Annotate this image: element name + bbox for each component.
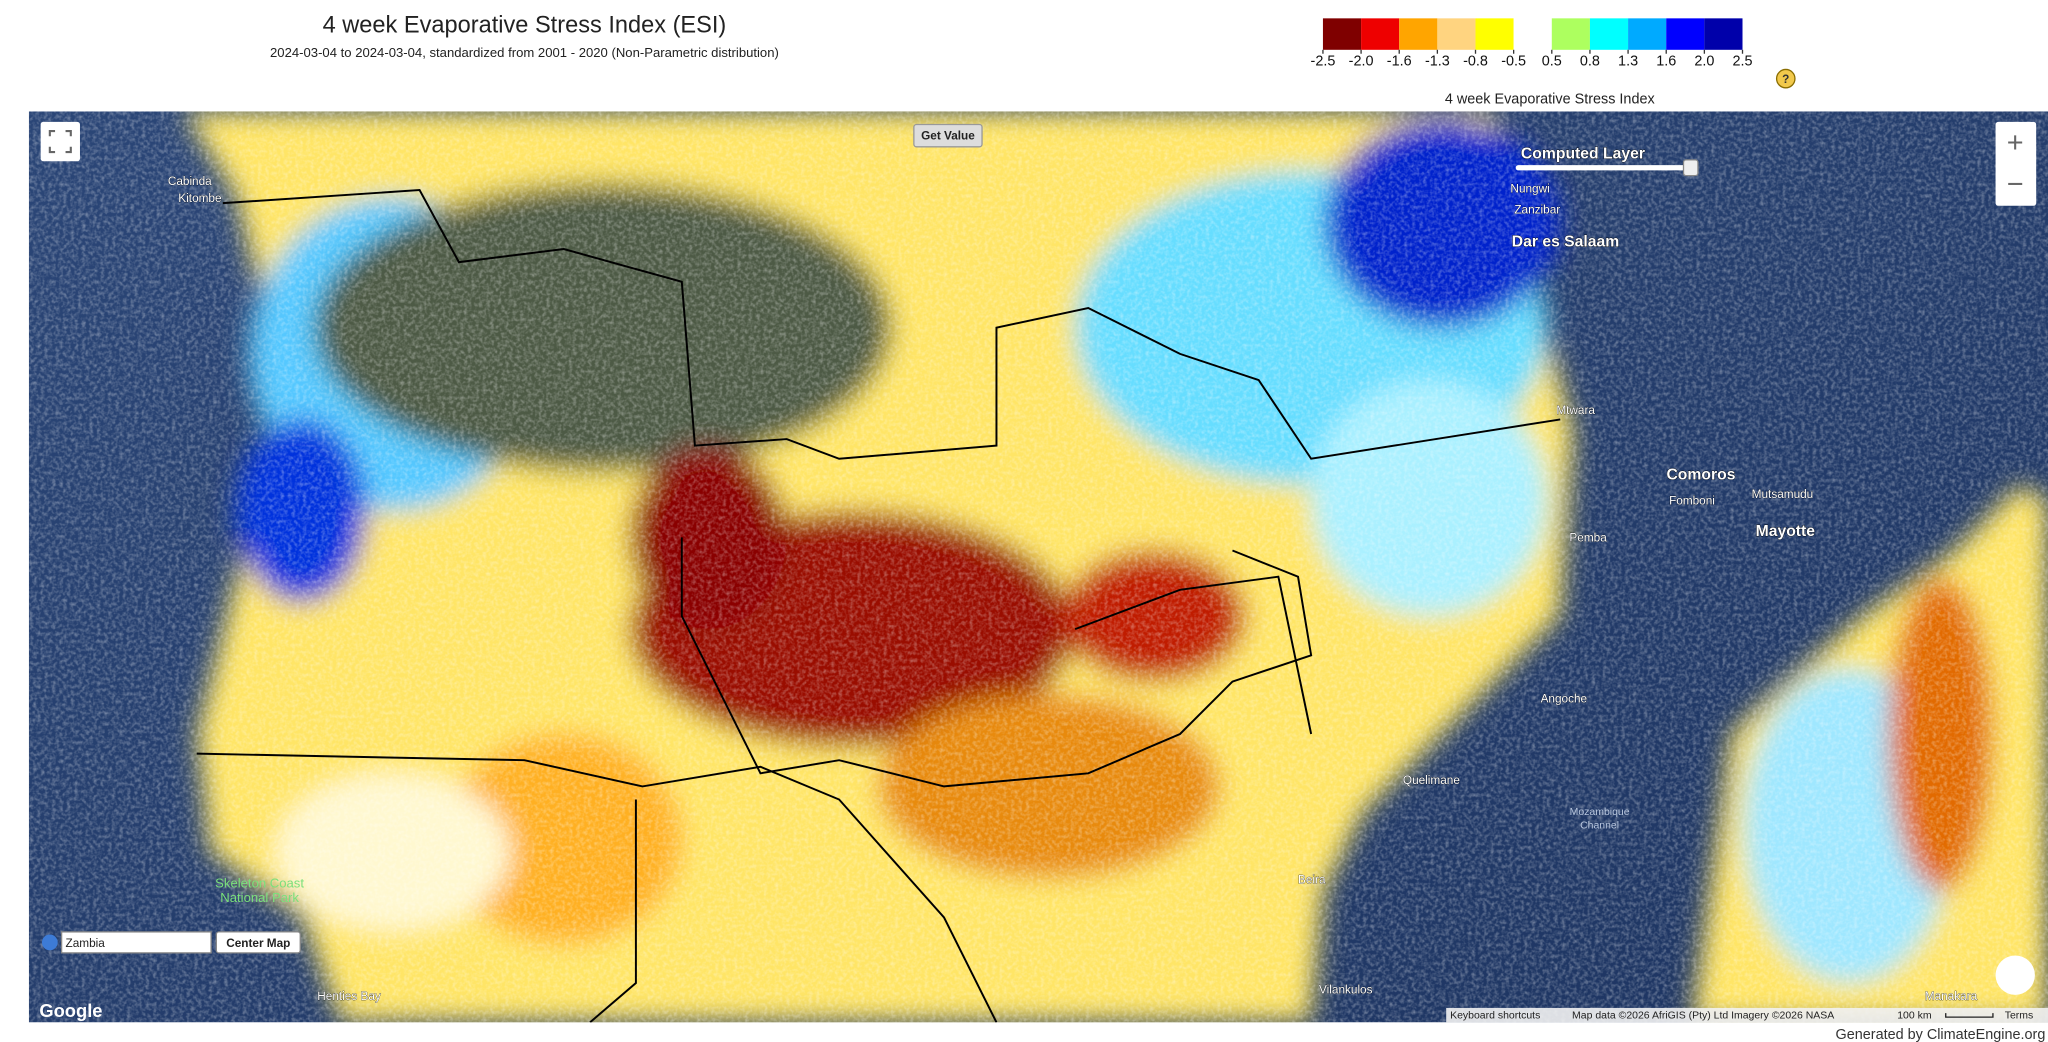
legend: -2.5 -2.0 -1.6 -1.3 -0.8 -0.5 0.5 0.8 1.3 1.6 2.0 2…: [1311, 18, 1753, 69]
legend-tick-label: -1.3: [1425, 53, 1450, 69]
search-input[interactable]: [60, 931, 212, 954]
legend-swatch: [1475, 18, 1514, 50]
legend-swatch: [1399, 18, 1438, 50]
scale-label: 100 km: [1897, 1010, 1932, 1021]
place-label: Angoche: [1541, 693, 1588, 706]
info-icon[interactable]: [41, 934, 58, 951]
legend-tick-label: -0.5: [1501, 53, 1526, 69]
center-map-button[interactable]: [215, 931, 301, 954]
legend-tick-label: -2.0: [1349, 53, 1374, 69]
place-label: Mayotte: [1756, 523, 1816, 540]
place-label: Kitombe: [178, 192, 222, 205]
place-label: Nungwi: [1510, 183, 1549, 196]
attribution[interactable]: Keyboard shortcuts: [1450, 1010, 1540, 1021]
place-label: Comoros: [1666, 467, 1735, 484]
attribution-bar: [1446, 1007, 2048, 1023]
legend-swatch: [1437, 18, 1476, 50]
zoom-out[interactable]: −: [2007, 169, 2024, 201]
legend-tick-label: -0.8: [1463, 53, 1488, 69]
legend-title: 4 week Evaporative Stress Index: [1445, 91, 1656, 107]
opacity-handle[interactable]: [1682, 159, 1699, 177]
place-label: Dar es Salaam: [1512, 233, 1620, 250]
map[interactable]: [28, 111, 2048, 1023]
legend-swatch: [1551, 18, 1590, 50]
place-label: Mtwara: [1556, 404, 1595, 417]
zoom-control: [1995, 121, 2037, 206]
subtitle: 2024-03-04 to 2024-03-04, standardized f…: [270, 45, 779, 60]
legend-tick-label: 0.5: [1542, 53, 1562, 69]
legend-swatch: [1628, 18, 1667, 50]
place-label: Quelimane: [1403, 774, 1460, 787]
place-label: Skeleton Coast: [215, 875, 304, 890]
place-label: Pemba: [1569, 531, 1607, 544]
scale-bar: [1945, 1013, 1994, 1018]
help-label[interactable]: ?: [1782, 73, 1789, 86]
legend-tick-label: 1.6: [1656, 53, 1676, 69]
place-label: Zanzibar: [1514, 204, 1560, 217]
legend-tick-label: 2.0: [1694, 53, 1714, 69]
map-controls: Get Value Computed Layer + − Zambia Cent…: [39, 121, 2048, 1023]
get-value-button[interactable]: [913, 123, 983, 148]
place-label: Manakara: [1925, 990, 1978, 1003]
legend-swatch: [1322, 18, 1362, 50]
help-icon[interactable]: [1775, 68, 1796, 89]
search-value[interactable]: Zambia: [66, 937, 106, 950]
fullscreen-button[interactable]: [40, 121, 80, 162]
legend-tick-label: -2.5: [1311, 53, 1336, 69]
google-logo[interactable]: Google: [39, 1000, 102, 1021]
get-value-label[interactable]: Get Value: [921, 129, 975, 142]
place-label: Mozambique: [1570, 807, 1630, 818]
layer-control-label: Computed Layer: [1521, 146, 1645, 163]
attribution: Map data ©2026 AfriGIS (Pty) Ltd Imagery…: [1572, 1010, 1834, 1021]
legend-tick-label: -1.6: [1387, 53, 1412, 69]
place-label: Channel: [1580, 820, 1619, 831]
fullscreen-icon: [48, 130, 72, 154]
camera-control[interactable]: [1995, 955, 2035, 995]
terms-link[interactable]: Terms: [2005, 1010, 2034, 1021]
legend-tick-label: 2.5: [1732, 53, 1752, 69]
place-label: Beira: [1298, 873, 1326, 886]
place-label: National Park: [220, 890, 299, 905]
place-label: Vilankulos: [1319, 984, 1373, 997]
legend-swatch: [1589, 18, 1629, 50]
footer: Generated by ClimateEngine.org: [1836, 1027, 2046, 1042]
title: 4 week Evaporative Stress Index (ESI): [323, 11, 727, 37]
place-label: Mutsamudu: [1752, 488, 1814, 501]
legend-swatch: [1704, 18, 1743, 50]
borders: [196, 189, 1561, 1023]
legend-swatch: [1361, 18, 1400, 50]
opacity-slider[interactable]: [1515, 165, 1693, 171]
place-label: Cabinda: [168, 175, 212, 188]
legend-tick-label: 1.3: [1618, 53, 1638, 69]
map-labels: Dar es Salaam Comoros Mayotte Mozambique…: [168, 175, 1978, 1004]
texture: [28, 111, 2048, 1023]
center-map-label[interactable]: Center Map: [226, 937, 290, 950]
zoom-in[interactable]: +: [2007, 127, 2024, 159]
legend-tick-label: 0.8: [1580, 53, 1600, 69]
legend-swatch: [1513, 18, 1552, 50]
place-label: Henties Bay: [317, 990, 381, 1003]
place-label: Fomboni: [1669, 495, 1715, 508]
legend-swatch: [1666, 18, 1705, 50]
